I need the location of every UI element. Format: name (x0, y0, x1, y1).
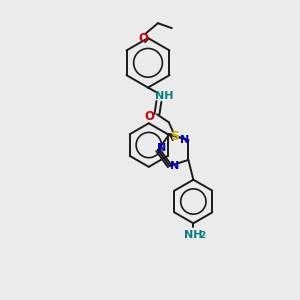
Text: O: O (138, 32, 148, 44)
Text: O: O (144, 110, 154, 123)
Text: NH: NH (184, 230, 202, 240)
Text: N: N (157, 143, 167, 153)
Text: S: S (170, 130, 179, 142)
Text: 2: 2 (199, 231, 206, 240)
Text: NH: NH (154, 91, 173, 100)
Text: N: N (180, 135, 189, 145)
Text: N: N (170, 161, 179, 171)
